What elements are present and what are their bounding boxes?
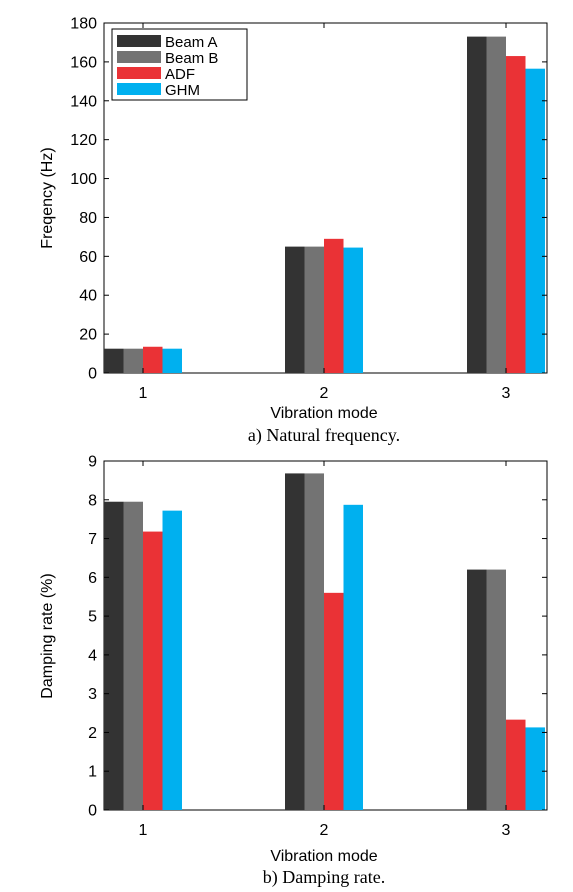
y-tick-label: 140 [70,93,97,110]
x-axis-ticks: 1 2 3 [139,23,511,402]
legend-swatch-adf [117,67,161,79]
y-tick-label: 100 [70,171,97,188]
chart-damping-rate: 0 1 2 3 4 5 6 7 8 9 1 2 3 Damping rate (%) Vibratio… [39,454,548,888]
caption: a) Natural frequency. [248,425,400,446]
y-tick-label: 60 [79,249,97,266]
bar-adf-mode-1 [143,346,163,373]
bar-adf-mode-2 [324,592,344,810]
legend-label: Beam B [165,50,218,67]
x-tick-label: 2 [320,385,329,402]
bars [104,473,545,810]
bar-beam-a-mode-1 [104,501,124,810]
x-tick-label: 2 [320,822,329,839]
bar-adf-mode-3 [506,719,526,810]
bar-beam-b-mode-3 [486,569,506,810]
y-tick-label: 3 [88,686,97,703]
x-axis-label: Vibration mode [270,405,377,422]
bar-ghm-mode-1 [162,348,182,373]
y-tick-label: 6 [88,570,97,587]
y-tick-label: 7 [88,531,97,548]
y-tick-label: 40 [79,288,97,305]
bar-adf-mode-3 [506,56,526,374]
legend-label: ADF [165,66,195,83]
x-axis-label: Vibration mode [270,848,377,865]
legend-swatch-beam-a [117,35,161,47]
y-tick-label: 0 [88,366,97,383]
bar-ghm-mode-2 [343,504,363,810]
chart-natural-frequency: 0 20 40 60 80 100 120 140 160 180 1 2 3 Freqency (H… [39,16,548,446]
y-tick-label: 9 [88,454,97,471]
y-axis-label: Damping rate (%) [39,573,56,698]
y-tick-label: 8 [88,492,97,509]
bar-ghm-mode-3 [525,68,545,373]
y-tick-label: 160 [70,54,97,71]
y-tick-label: 0 [88,803,97,820]
legend-swatch-beam-b [117,51,161,63]
legend-label: Beam A [165,34,218,51]
x-tick-label: 1 [139,385,148,402]
bar-beam-a-mode-2 [285,473,305,810]
bars [104,36,545,374]
legend-swatch-ghm [117,83,161,95]
x-tick-label: 1 [139,822,148,839]
bar-ghm-mode-3 [525,727,545,810]
x-axis-ticks: 1 2 3 [139,461,511,839]
bar-beam-b-mode-1 [123,348,143,373]
bar-beam-b-mode-2 [304,473,324,810]
bar-ghm-mode-1 [162,510,182,810]
bar-beam-a-mode-2 [285,246,305,373]
bar-beam-b-mode-2 [304,246,324,373]
y-tick-label: 80 [79,210,97,227]
bar-beam-a-mode-3 [467,569,487,810]
bar-beam-b-mode-3 [486,36,506,374]
y-tick-label: 120 [70,132,97,149]
y-tick-label: 180 [70,16,97,33]
y-tick-label: 20 [79,327,97,344]
y-tick-label: 2 [88,725,97,742]
legend-label: GHM [165,82,200,99]
bar-beam-a-mode-1 [104,348,124,373]
y-tick-label: 5 [88,609,97,626]
y-tick-label: 1 [88,764,97,781]
bar-adf-mode-2 [324,238,344,373]
bar-beam-a-mode-3 [467,36,487,374]
y-axis-ticks: 0 20 40 60 80 100 120 140 160 180 [70,16,547,383]
bar-adf-mode-1 [143,531,163,810]
y-tick-label: 4 [88,647,97,664]
y-axis-ticks: 0 1 2 3 4 5 6 7 8 9 [88,454,547,820]
y-axis-label: Freqency (Hz) [39,147,56,248]
x-tick-label: 3 [502,385,511,402]
bar-ghm-mode-2 [343,247,363,373]
x-tick-label: 3 [502,822,511,839]
caption: b) Damping rate. [263,867,385,888]
bar-beam-b-mode-1 [123,501,143,810]
